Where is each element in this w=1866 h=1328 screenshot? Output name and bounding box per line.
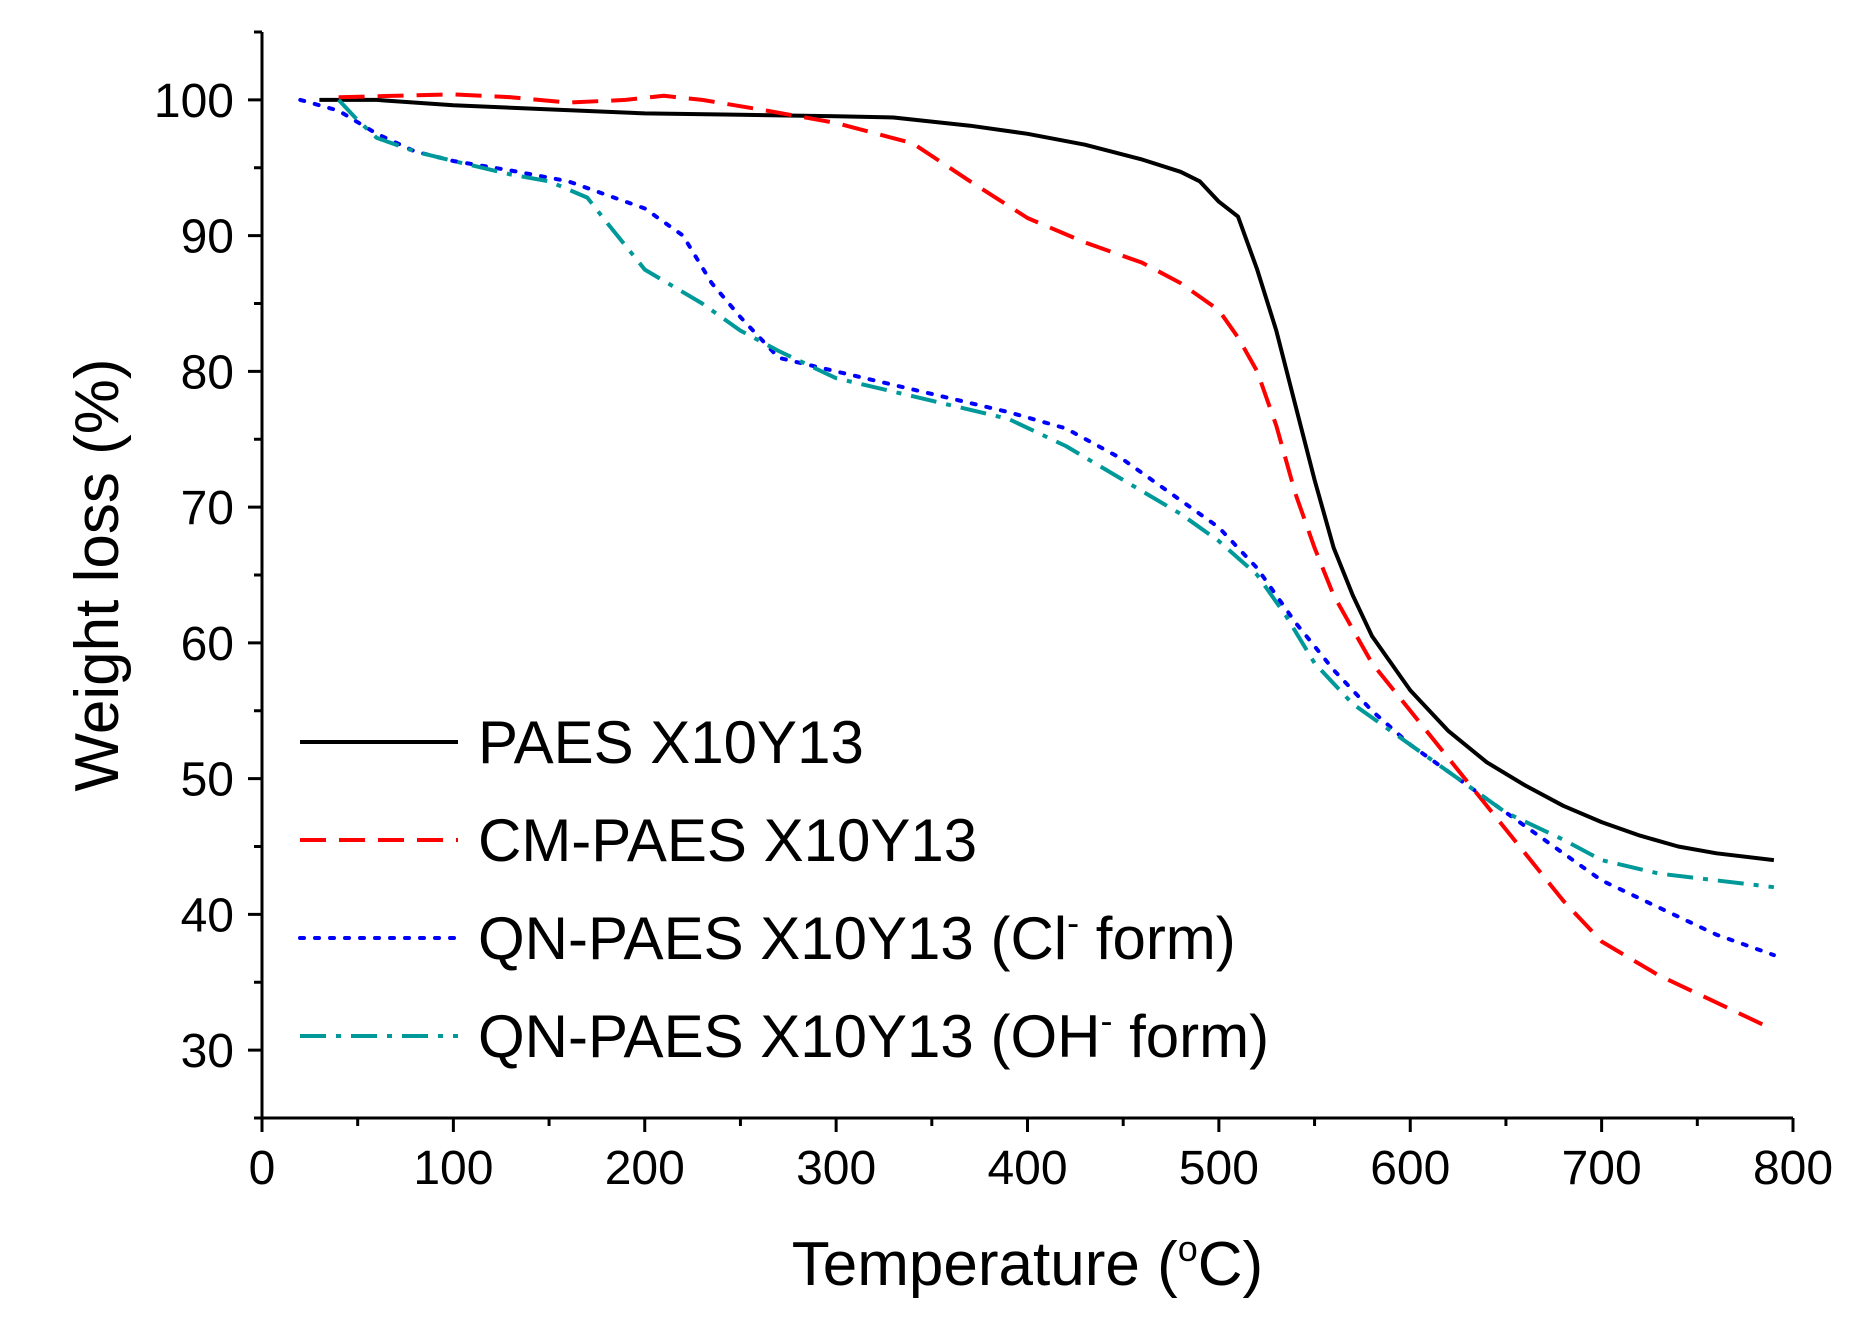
x-tick-label-5: 500 (1179, 1142, 1259, 1195)
series-line-1 (338, 92, 1775, 1032)
legend-label-1: CM-PAES X10Y13 (478, 807, 977, 874)
y-tick-label-3: 60 (181, 618, 234, 671)
series-line-0 (319, 97, 1775, 863)
legend-label-2: QN-PAES X10Y13 (Cl- form) (478, 902, 1236, 972)
x-axis-title: Temperature (oC) (792, 1228, 1263, 1299)
x-axis-title-sup: o (1178, 1228, 1198, 1269)
legend-label-3-end: form) (1112, 1003, 1269, 1070)
y-tick-label-0: 30 (181, 1025, 234, 1078)
series-line-2 (298, 97, 1776, 958)
legend-label-1-main: CM-PAES X10Y13 (478, 807, 977, 874)
y-axis-title: Weight loss (%) (63, 359, 132, 792)
x-tick-label-6: 600 (1370, 1142, 1450, 1195)
legend-item-1: CM-PAES X10Y13 (300, 807, 977, 874)
legend-label-2-main: QN-PAES X10Y13 (Cl (478, 905, 1067, 972)
legend-label-0-main: PAES X10Y13 (478, 709, 864, 776)
legend-label-3: QN-PAES X10Y13 (OH- form) (478, 1000, 1269, 1070)
x-tick-label-2: 200 (605, 1142, 685, 1195)
legend-label-0: PAES X10Y13 (478, 709, 864, 776)
legend-label-3-sup: - (1100, 1000, 1112, 1041)
x-axis-title-main: Temperature (792, 1230, 1140, 1299)
legend: PAES X10Y13 CM-PAES X10Y13 QN-PAES X10Y1… (298, 709, 1269, 1070)
y-tick-label-4: 70 (181, 482, 234, 535)
x-tick-label-1: 100 (413, 1142, 493, 1195)
legend-label-3-main: QN-PAES X10Y13 (OH (478, 1003, 1100, 1070)
legend-item-0: PAES X10Y13 (300, 709, 864, 776)
legend-label-2-sup: - (1067, 902, 1079, 943)
y-tick-label-1: 40 (181, 889, 234, 942)
y-tick-label-6: 90 (181, 211, 234, 264)
x-tick-label-4: 400 (987, 1142, 1067, 1195)
axes-layer: 0 100 200 300 400 500 600 700 800 30 40 50 60 70 80 90 1… (154, 30, 1833, 1195)
legend-item-2: QN-PAES X10Y13 (Cl- form) (298, 902, 1236, 972)
series-line-3 (337, 98, 1775, 890)
x-tick-label-7: 700 (1562, 1142, 1642, 1195)
series-layer (298, 92, 1776, 1032)
y-tick-label-2: 50 (181, 754, 234, 807)
y-tick-label-7: 100 (154, 75, 234, 128)
x-axis-title-unit: C (1198, 1230, 1243, 1299)
x-tick-label-0: 0 (249, 1142, 276, 1195)
y-tick-label-5: 80 (181, 346, 234, 399)
legend-label-2-end: form) (1079, 905, 1236, 972)
x-tick-label-3: 300 (796, 1142, 876, 1195)
legend-item-3: QN-PAES X10Y13 (OH- form) (300, 1000, 1269, 1070)
x-tick-label-8: 800 (1753, 1142, 1833, 1195)
